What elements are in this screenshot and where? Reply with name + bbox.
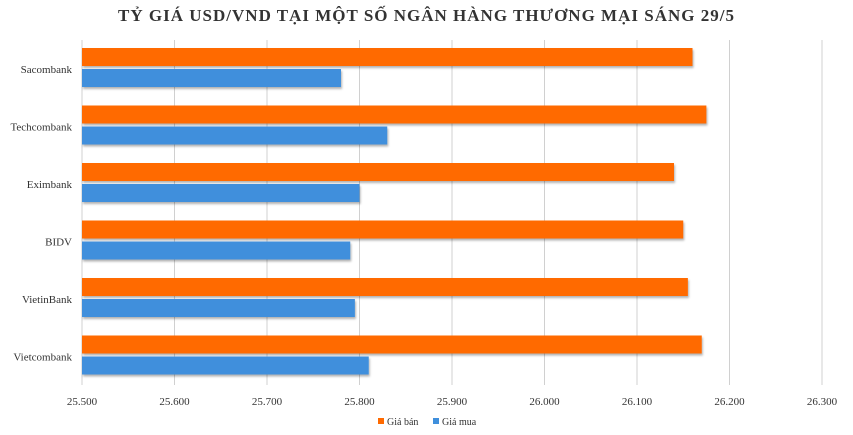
bar-gia-mua	[82, 299, 355, 317]
bar-gia-ban	[82, 335, 702, 354]
bar-gia-ban	[82, 220, 684, 239]
bar-gia-mua	[82, 356, 369, 375]
x-tick-label: 25.500	[67, 396, 98, 408]
legend-swatch	[378, 418, 384, 424]
chart-title: TỶ GIÁ USD/VND TẠI MỘT SỐ NGÂN HÀNG THƯƠ…	[118, 6, 735, 25]
category-label: VietinBank	[22, 294, 73, 306]
category-label: Vietcombank	[13, 351, 72, 363]
x-tick-label: 26.300	[807, 396, 838, 408]
x-tick-label: 25.800	[344, 396, 375, 408]
legend-swatch	[433, 418, 439, 424]
x-tick-label: 26.000	[529, 396, 560, 408]
bar-gia-ban	[82, 105, 707, 124]
category-label: Sacombank	[21, 64, 73, 76]
bar-gia-mua	[82, 184, 360, 202]
x-tick-label: 26.100	[622, 396, 653, 408]
category-label: BIDV	[45, 236, 72, 248]
bar-gia-mua	[82, 241, 351, 260]
legend-label: Giá mua	[442, 417, 477, 428]
bar-gia-ban	[82, 163, 674, 181]
category-label: Techcombank	[10, 121, 72, 133]
bar-gia-ban	[82, 278, 688, 296]
x-tick-label: 25.900	[437, 396, 468, 408]
legend-label: Giá bán	[387, 417, 418, 428]
x-tick-label: 26.200	[714, 396, 745, 408]
x-tick-label: 25.600	[159, 396, 190, 408]
category-label: Eximbank	[27, 179, 73, 191]
bar-gia-mua	[82, 69, 341, 87]
bar-gia-ban	[82, 48, 693, 66]
x-tick-label: 25.700	[252, 396, 283, 408]
bar-gia-mua	[82, 126, 388, 145]
